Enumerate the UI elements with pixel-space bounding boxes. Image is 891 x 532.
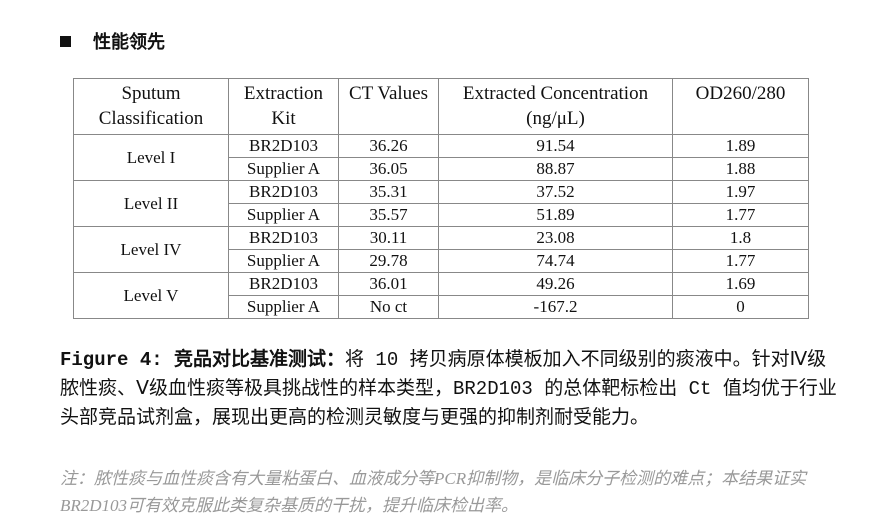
table-cell: 0 <box>672 295 809 319</box>
caption-label: Figure 4: 竞品对比基准测试： <box>60 349 346 371</box>
table-cell: No ct <box>338 295 439 319</box>
table-cell: BR2D103 <box>228 134 339 158</box>
table-cell: 1.77 <box>672 203 809 227</box>
table-cell: Supplier A <box>228 249 339 273</box>
header-row: Sputum Classification Extraction Kit CT Valu… <box>73 78 809 135</box>
table-row: Level I BR2D103 36.26 91.54 1.89 <box>73 134 809 181</box>
table-row: Supplier A 29.78 74.74 1.77 <box>74 249 809 273</box>
table-row: Supplier A No ct -167.2 0 <box>74 295 809 319</box>
table-cell: 1.89 <box>672 134 809 158</box>
section-heading: 性能领先 <box>60 28 165 54</box>
header-line: Extracted Concentration <box>462 83 649 104</box>
table-cell: 91.54 <box>438 134 673 158</box>
header-line: Sputum <box>121 83 181 104</box>
header-cell: Extracted Concentration (ng/μL) <box>438 78 673 135</box>
header-line: Extraction <box>243 83 324 104</box>
table-cell: 35.31 <box>338 180 439 204</box>
header-cell: OD260/280 <box>672 78 809 135</box>
header-line: (ng/μL) <box>526 108 585 129</box>
table-cell: 36.26 <box>338 134 439 158</box>
bullet <box>60 36 71 47</box>
table-cell: 35.57 <box>338 203 439 227</box>
table-cell: 1.77 <box>672 249 809 273</box>
header-cell: Extraction Kit <box>228 78 339 135</box>
level-cell: Level IV <box>73 226 229 273</box>
table-cell: 29.78 <box>338 249 439 273</box>
level-cell: Level II <box>73 180 229 227</box>
table-row: Level II BR2D103 35.31 37.52 1.97 <box>73 180 809 227</box>
table-row: Level V BR2D103 36.01 49.26 1.69 <box>73 272 809 319</box>
table-cell: 1.97 <box>672 180 809 204</box>
table-row: Level IV BR2D103 30.11 23.08 1.8 <box>73 226 809 273</box>
header-line: OD260/280 <box>695 83 786 104</box>
table-cell: 23.08 <box>438 226 673 250</box>
results-table: Sputum Classification Extraction Kit CT Valu… <box>73 78 809 319</box>
header-line: Kit <box>271 108 296 129</box>
table-cell: 1.8 <box>672 226 809 250</box>
header-cell: CT Values <box>338 78 439 135</box>
figure-caption: Figure 4: 竞品对比基准测试：将 10 拷贝病原体模板加入不同级别的痰液… <box>60 346 840 433</box>
table-cell: 49.26 <box>438 272 673 296</box>
table-row: Supplier A 36.05 88.87 1.88 <box>74 157 809 181</box>
table-cell: 1.88 <box>672 157 809 181</box>
table-cell: 88.87 <box>438 157 673 181</box>
table-cell: Supplier A <box>228 157 339 181</box>
table-cell: BR2D103 <box>228 180 339 204</box>
table-cell: 36.01 <box>338 272 439 296</box>
table-cell: Supplier A <box>228 295 339 319</box>
table-cell: 1.69 <box>672 272 809 296</box>
header-cell: Sputum Classification <box>73 78 229 135</box>
table-cell: 51.89 <box>438 203 673 227</box>
table-cell: 74.74 <box>438 249 673 273</box>
table-cell: 36.05 <box>338 157 439 181</box>
level-cell: Level V <box>73 272 229 319</box>
table-cell: -167.2 <box>438 295 673 319</box>
level-cell: Level I <box>73 134 229 181</box>
table-cell: Supplier A <box>228 203 339 227</box>
table-cell: BR2D103 <box>228 226 339 250</box>
header-line: CT Values <box>349 83 428 104</box>
header-line: Classification <box>98 108 204 129</box>
heading-text: 性能领先 <box>93 32 165 53</box>
table-cell: 30.11 <box>338 226 439 250</box>
caption-text: 将 10 拷贝病原体模板加入不同级别的痰液中。针对Ⅳ级脓性痰、Ⅴ级血性痰等极具挑… <box>60 349 837 429</box>
table-cell: 37.52 <box>438 180 673 204</box>
table-row: Supplier A 35.57 51.89 1.77 <box>74 203 809 227</box>
table-cell: BR2D103 <box>228 272 339 296</box>
note: 注：脓性痰与血性痰含有大量粘蛋白、血液成分等PCR抑制物，是临床分子检测的难点；… <box>60 469 807 515</box>
